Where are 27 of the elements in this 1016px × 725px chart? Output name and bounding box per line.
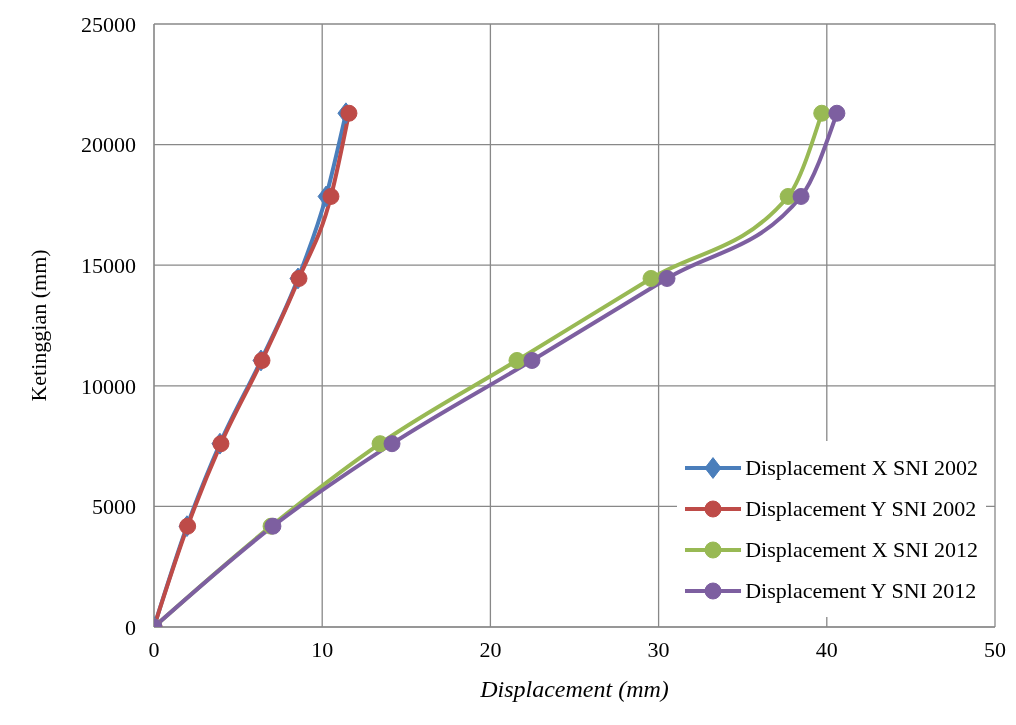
point	[383, 435, 401, 453]
x-tick-label: 50	[984, 636, 1006, 662]
legend-label: Displacement Y SNI 2012	[745, 577, 977, 604]
y-tick-label: 20000	[81, 132, 136, 158]
x-axis-title: Displacement (mm)	[479, 676, 669, 702]
y-tick-label: 5000	[92, 494, 136, 520]
point	[322, 187, 340, 205]
point	[642, 269, 660, 287]
point	[508, 351, 526, 369]
x-tick-label: 20	[479, 636, 502, 662]
point	[813, 104, 831, 122]
legend-label: Displacement X SNI 2012	[745, 536, 978, 563]
point	[523, 351, 541, 369]
x-tick-label: 40	[815, 636, 838, 662]
y-tick-label: 15000	[81, 253, 136, 279]
legend-label: Displacement X SNI 2002	[745, 454, 978, 481]
y-tick-label: 0	[125, 614, 136, 640]
y-tick-label: 25000	[81, 11, 136, 37]
x-tick-label: 30	[647, 636, 670, 662]
y-tick-label: 10000	[81, 373, 136, 399]
x-tick-label: 0	[148, 636, 160, 662]
legend-label: Displacement Y SNI 2002	[745, 495, 977, 522]
point	[828, 104, 846, 122]
point	[658, 269, 676, 287]
point	[792, 187, 810, 205]
y-axis-title: Ketinggian (mm)	[25, 249, 51, 402]
x-tick-label: 10	[311, 636, 334, 662]
